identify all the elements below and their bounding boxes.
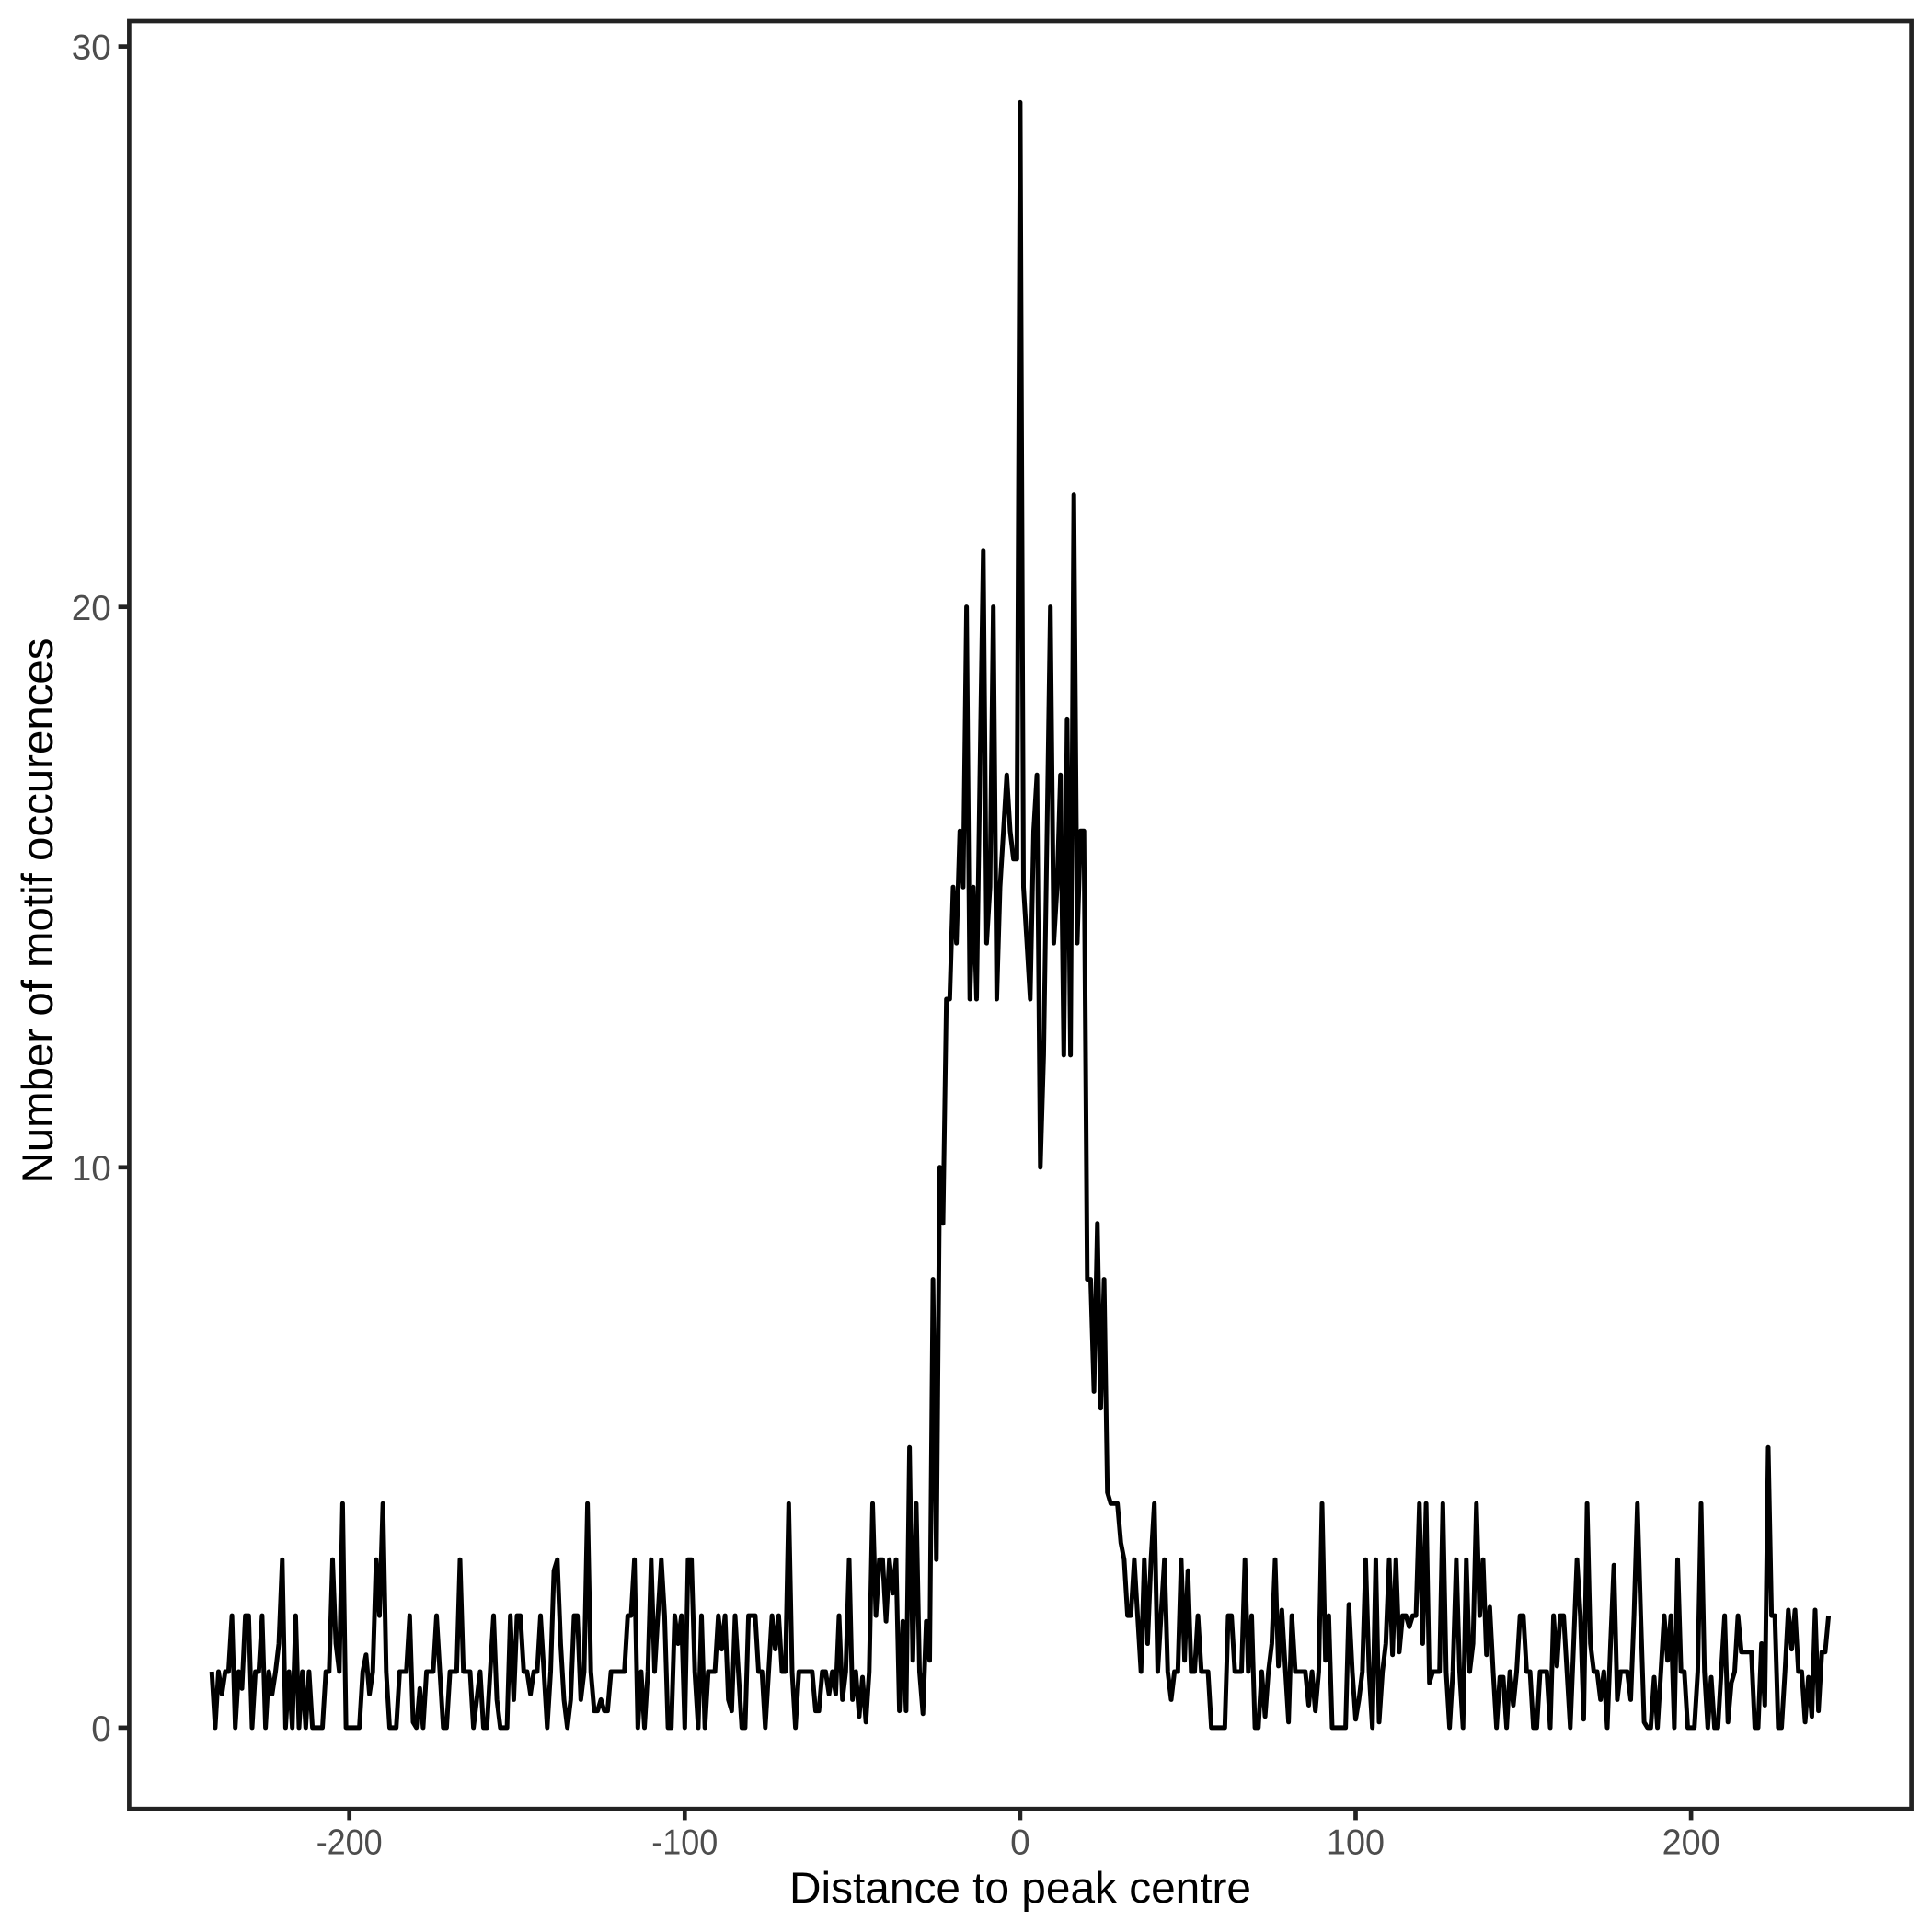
svg-text:0: 0 [91, 1709, 111, 1749]
svg-text:20: 20 [72, 589, 111, 628]
svg-text:Distance to peak centre: Distance to peak centre [789, 1864, 1251, 1913]
svg-text:0: 0 [1010, 1823, 1030, 1862]
svg-text:-100: -100 [651, 1823, 718, 1862]
svg-text:200: 200 [1662, 1823, 1720, 1862]
svg-text:100: 100 [1327, 1823, 1385, 1862]
svg-text:10: 10 [72, 1149, 111, 1189]
svg-text:-200: -200 [316, 1823, 383, 1862]
svg-text:30: 30 [72, 29, 111, 68]
svg-text:Number of motif occurences: Number of motif occurences [14, 638, 63, 1184]
